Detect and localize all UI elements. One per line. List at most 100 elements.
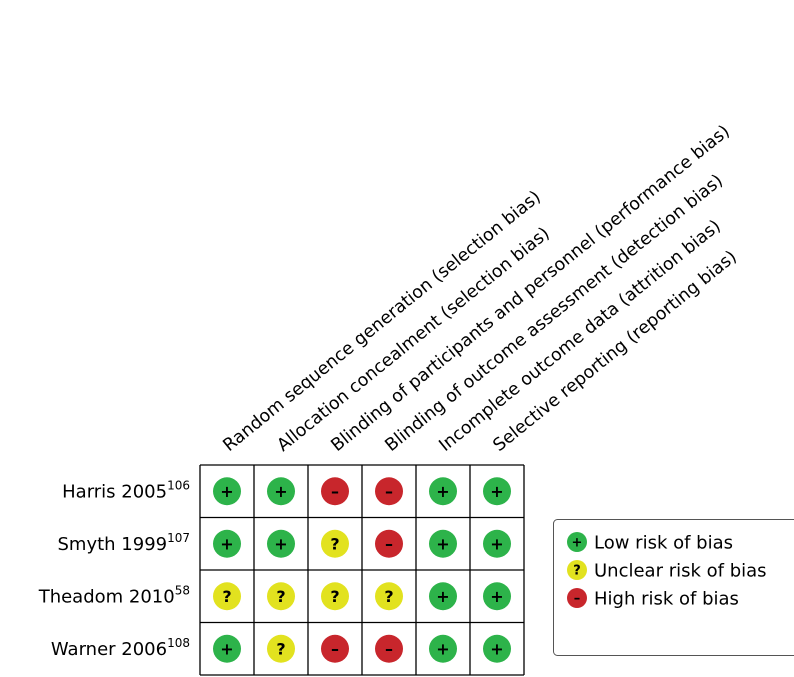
judgement-low-icon: + — [429, 634, 457, 663]
judgement-symbol: + — [436, 639, 449, 658]
study-name: Theadom 2010 — [38, 586, 175, 607]
judgement-low-icon: + — [483, 529, 511, 558]
row-labels: Harris 2005106 Smyth 1999107 Theadom 20105… — [38, 478, 190, 660]
judgement-symbol: ? — [330, 587, 339, 606]
judgement-high-icon: – — [375, 634, 403, 663]
judgement-unclear-icon: ? — [321, 582, 349, 611]
judgement-circle — [429, 634, 457, 663]
judgement-low-icon: + — [429, 529, 457, 558]
legend-symbol: + — [572, 536, 583, 551]
study-reference: 107 — [167, 531, 190, 545]
legend-label: Low risk of bias — [594, 533, 733, 554]
study-name: Harris 2005 — [62, 481, 167, 502]
judgement-unclear-icon: ? — [375, 582, 403, 611]
judgement-high-icon: – — [375, 529, 403, 558]
judgement-symbol: ? — [222, 587, 231, 606]
judgement-circle — [429, 582, 457, 611]
judgement-circle — [267, 582, 295, 611]
judgement-low-icon: + — [213, 529, 241, 558]
judgement-circle — [213, 477, 241, 506]
judgement-low-icon: + — [267, 477, 295, 506]
legend-item-unclear: ? Unclear risk of bias — [567, 560, 767, 582]
column-label: Blinding of participants and personnel (… — [328, 122, 734, 456]
judgement-symbol: ? — [276, 639, 285, 658]
study-reference: 106 — [167, 478, 190, 492]
judgement-symbol: + — [436, 587, 449, 606]
judgement-circle — [267, 634, 295, 663]
legend: + Low risk of bias ? Unclear risk of bias – H… — [553, 519, 794, 656]
judgement-unclear-icon: ? — [321, 529, 349, 558]
judgement-symbol: – — [385, 534, 393, 553]
study-label: Harris 2005106 — [62, 478, 190, 502]
judgement-low-icon: + — [483, 582, 511, 611]
judgement-circle — [213, 582, 241, 611]
judgement-circle — [375, 582, 403, 611]
judgement-circle — [429, 477, 457, 506]
judgement-unclear-icon: ? — [213, 582, 241, 611]
judgement-circle — [321, 582, 349, 611]
judgement-symbol: ? — [276, 587, 285, 606]
judgement-symbol: + — [490, 534, 503, 553]
judgement-unclear-icon: ? — [267, 582, 295, 611]
judgement-unclear-icon: ? — [267, 634, 295, 663]
judgement-circle — [267, 529, 295, 558]
judgement-low-icon: + — [483, 634, 511, 663]
judgement-symbol: – — [385, 482, 393, 501]
judgement-circle — [483, 634, 511, 663]
judgement-symbol: + — [220, 482, 233, 501]
judgement-low-icon: + — [429, 477, 457, 506]
judgement-high-icon: – — [321, 477, 349, 506]
judgement-circle — [375, 634, 403, 663]
judgement-circle — [483, 582, 511, 611]
judgement-symbol: + — [490, 639, 503, 658]
judgement-symbol: – — [331, 639, 339, 658]
judgement-circle — [483, 477, 511, 506]
study-reference: 58 — [175, 583, 190, 597]
judgement-symbol: + — [490, 587, 503, 606]
legend-low-icon — [567, 532, 587, 552]
judgement-symbol: ? — [330, 534, 339, 553]
judgement-symbol: + — [436, 482, 449, 501]
judgement-symbol: + — [220, 639, 233, 658]
judgement-circle — [213, 634, 241, 663]
study-label: Warner 2006108 — [51, 636, 190, 660]
judgement-symbol: + — [436, 534, 449, 553]
study-reference: 108 — [167, 636, 190, 650]
study-name: Warner 2006 — [51, 639, 167, 660]
judgement-symbol: + — [274, 482, 287, 501]
legend-high-icon — [567, 588, 587, 608]
judgement-low-icon: + — [429, 582, 457, 611]
judgement-circle — [429, 529, 457, 558]
judgement-low-icon: + — [267, 529, 295, 558]
judgement-high-icon: – — [321, 634, 349, 663]
legend-label: Unclear risk of bias — [594, 561, 767, 582]
cells: + + – – + + + +? – + +???? + + +? – – + + — [213, 477, 511, 663]
grid — [199, 464, 525, 676]
judgement-low-icon: + — [483, 477, 511, 506]
judgement-circle — [267, 477, 295, 506]
judgement-circle — [483, 529, 511, 558]
judgement-symbol: + — [274, 534, 287, 553]
legend-label: High risk of bias — [594, 589, 739, 610]
legend-box — [553, 519, 794, 656]
study-label: Theadom 201058 — [38, 583, 190, 607]
study-name: Smyth 1999 — [57, 534, 167, 555]
legend-item-low: + Low risk of bias — [567, 532, 733, 554]
legend-item-high: – High risk of bias — [567, 588, 739, 610]
study-label: Smyth 1999107 — [57, 531, 190, 555]
judgement-symbol: – — [331, 482, 339, 501]
column-labels: Random sequence generation (selection bi… — [220, 122, 741, 456]
legend-unclear-icon — [567, 560, 587, 580]
judgement-low-icon: + — [213, 634, 241, 663]
judgement-circle — [321, 477, 349, 506]
judgement-circle — [321, 529, 349, 558]
judgement-symbol: + — [490, 482, 503, 501]
judgement-symbol: + — [220, 534, 233, 553]
judgement-high-icon: – — [375, 477, 403, 506]
judgement-circle — [213, 529, 241, 558]
judgement-circle — [375, 477, 403, 506]
judgement-symbol: – — [385, 639, 393, 658]
judgement-low-icon: + — [213, 477, 241, 506]
judgement-circle — [321, 634, 349, 663]
